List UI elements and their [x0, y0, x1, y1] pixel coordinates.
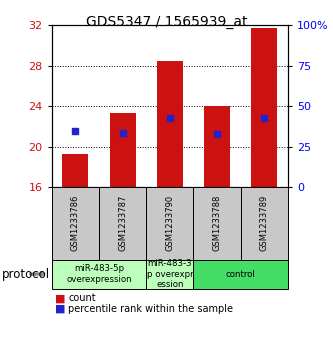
Text: GSM1233786: GSM1233786	[71, 195, 80, 252]
Text: protocol: protocol	[2, 268, 50, 281]
Text: GSM1233790: GSM1233790	[165, 195, 174, 251]
Text: GDS5347 / 1565939_at: GDS5347 / 1565939_at	[86, 15, 247, 29]
Text: GSM1233787: GSM1233787	[118, 195, 127, 252]
Text: GSM1233789: GSM1233789	[260, 195, 269, 251]
Bar	[204, 106, 230, 187]
Point	[73, 129, 78, 134]
Text: control: control	[226, 270, 256, 278]
Bar	[62, 154, 88, 187]
Text: GSM1233788: GSM1233788	[212, 195, 222, 252]
Text: ■: ■	[55, 293, 66, 303]
Point	[262, 115, 267, 121]
Text: count: count	[68, 293, 96, 303]
Point	[120, 131, 125, 136]
Bar	[157, 61, 183, 187]
Bar	[110, 113, 136, 187]
Bar	[251, 28, 277, 187]
Text: miR-483-5p
overexpression: miR-483-5p overexpression	[66, 264, 132, 284]
Text: percentile rank within the sample: percentile rank within the sample	[68, 303, 233, 314]
Text: ■: ■	[55, 303, 66, 314]
Point	[214, 131, 220, 137]
Point	[167, 115, 172, 121]
Text: miR-483-3
p overexpr
ession: miR-483-3 p overexpr ession	[147, 259, 193, 289]
